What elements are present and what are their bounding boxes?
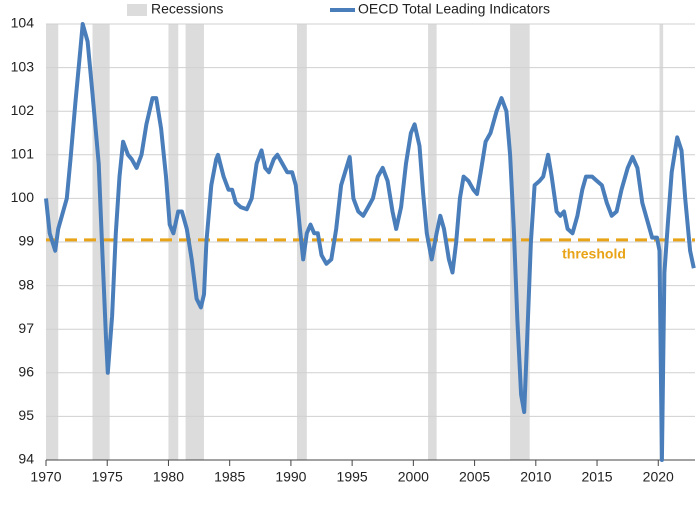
- x-tick-label: 1990: [275, 469, 306, 485]
- x-tick-label: 2020: [643, 469, 674, 485]
- x-tick-label: 2000: [398, 469, 429, 485]
- x-tick-label: 1985: [214, 469, 245, 485]
- legend: Recessions OECD Total Leading Indicators: [127, 1, 550, 17]
- x-tick-label: 1975: [92, 469, 123, 485]
- threshold-label: threshold: [562, 246, 626, 262]
- y-tick-label: 95: [18, 407, 34, 423]
- y-tick-label: 104: [11, 15, 35, 31]
- x-tick-label: 2005: [459, 469, 490, 485]
- y-tick-label: 102: [11, 102, 35, 118]
- legend-swatch: [127, 4, 147, 16]
- legend-label: OECD Total Leading Indicators: [358, 1, 550, 17]
- y-tick-label: 94: [18, 451, 34, 467]
- x-tick-label: 1970: [30, 469, 61, 485]
- x-tick-label: 1980: [153, 469, 184, 485]
- x-tick-label: 2015: [581, 469, 612, 485]
- y-tick-label: 100: [11, 189, 35, 205]
- x-tick-label: 1995: [337, 469, 368, 485]
- y-tick-label: 103: [11, 58, 35, 74]
- legend-label: Recessions: [151, 1, 223, 17]
- y-tick-label: 98: [18, 276, 34, 292]
- series-line: [44, 22, 696, 462]
- y-tick-label: 99: [18, 233, 34, 249]
- y-tick-label: 97: [18, 320, 34, 336]
- y-tick-label: 101: [11, 146, 35, 162]
- y-tick-label: 96: [18, 364, 34, 380]
- x-tick-label: 2010: [520, 469, 551, 485]
